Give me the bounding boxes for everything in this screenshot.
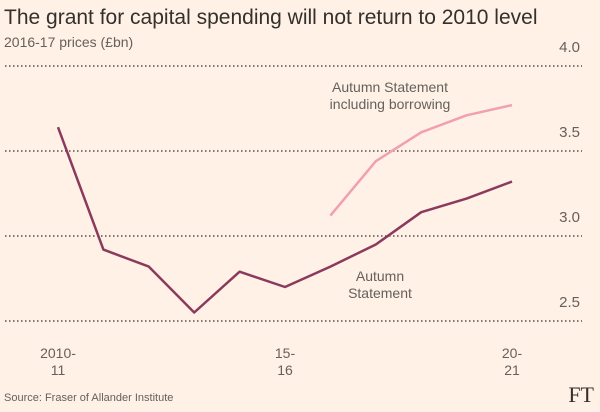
series-label: Autumn Statement	[348, 268, 412, 301]
line-series	[329, 103, 513, 217]
y-tick-label: 3.0	[559, 209, 580, 226]
source: Source: Fraser of Allander Institute	[4, 392, 174, 404]
y-tick-label: 3.5	[559, 124, 580, 141]
chart-title: The grant for capital spending will not …	[4, 6, 538, 29]
y-tick-label: 4.0	[559, 39, 580, 56]
logo: FT	[568, 382, 594, 407]
line-series	[56, 126, 513, 314]
x-tick-label: 2010- 11	[40, 345, 76, 378]
chart-subtitle: 2016-17 prices (£bn)	[4, 34, 134, 50]
series-label: Autumn Statement including borrowing	[329, 79, 451, 112]
y-tick-label: 2.5	[559, 294, 580, 311]
x-tick-label: 15- 16	[274, 345, 296, 378]
x-tick-label: 20- 21	[501, 345, 523, 378]
